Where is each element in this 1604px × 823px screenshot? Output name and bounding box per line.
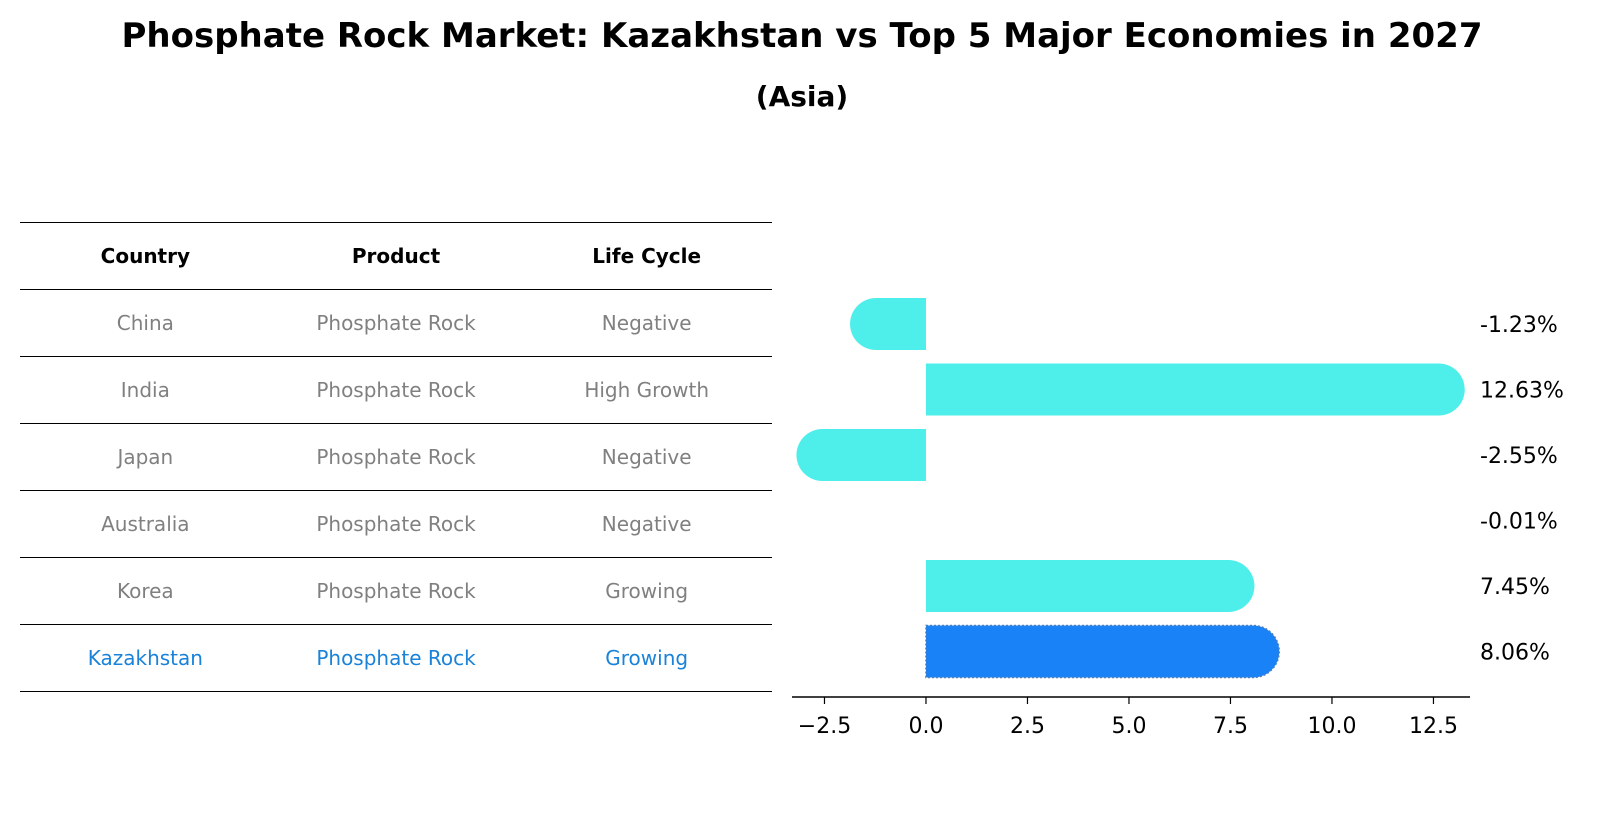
table-row: China Phosphate Rock Negative <box>20 290 772 357</box>
header-product: Product <box>351 244 441 268</box>
cell-country: Korea <box>116 579 174 603</box>
table-row: Australia Phosphate Rock Negative <box>20 491 772 558</box>
data-label: -0.01% <box>1480 510 1558 535</box>
header-life-cycle: Life Cycle <box>592 244 702 268</box>
cell-life-cycle: Growing <box>605 579 689 603</box>
table-row: Japan Phosphate Rock Negative <box>20 424 772 491</box>
bar <box>925 560 1255 612</box>
cell-country: Australia <box>101 512 190 536</box>
data-label: -1.23% <box>1480 313 1558 338</box>
cell-product: Phosphate Rock <box>316 512 476 536</box>
bar-highlight <box>925 624 1280 679</box>
cell-life-cycle: Growing <box>605 646 689 670</box>
x-tick-label: 0.0 <box>908 714 943 739</box>
cell-life-cycle: Negative <box>601 311 692 335</box>
x-tick-label: −2.5 <box>798 714 851 739</box>
chart-subtitle: (Asia) <box>755 80 849 113</box>
bar <box>925 363 1465 416</box>
data-label: 7.45% <box>1480 575 1550 600</box>
x-tick-label: 5.0 <box>1111 714 1146 739</box>
cell-product: Phosphate Rock <box>316 646 476 670</box>
cell-country: Japan <box>117 445 174 469</box>
data-label: -2.55% <box>1480 444 1558 469</box>
x-tick-label: 2.5 <box>1010 714 1045 739</box>
cell-product: Phosphate Rock <box>316 378 476 402</box>
chart-title: Phosphate Rock Market: Kazakhstan vs Top… <box>121 16 1483 56</box>
data-label: 8.06% <box>1480 641 1550 666</box>
cell-product: Phosphate Rock <box>316 579 476 603</box>
cell-product: Phosphate Rock <box>316 311 476 335</box>
x-tick-label: 12.5 <box>1409 714 1458 739</box>
table-row-highlight: Kazakhstan Phosphate Rock Growing <box>20 625 772 692</box>
cell-product: Phosphate Rock <box>316 445 476 469</box>
cell-life-cycle: Negative <box>601 445 692 469</box>
cell-country: China <box>116 311 174 335</box>
cell-country: Kazakhstan <box>87 646 203 670</box>
header-country: Country <box>100 244 191 268</box>
table-header-row: Country Product Life Cycle <box>20 222 772 290</box>
x-tick-label: 7.5 <box>1213 714 1248 739</box>
data-table: Country Product Life Cycle China Phospha… <box>20 222 772 692</box>
cell-life-cycle: High Growth <box>584 378 710 402</box>
cell-life-cycle: Negative <box>601 512 692 536</box>
cell-country: India <box>120 378 170 402</box>
table-row: Korea Phosphate Rock Growing <box>20 558 772 625</box>
bar <box>850 298 926 350</box>
table-row: India Phosphate Rock High Growth <box>20 357 772 424</box>
x-tick-label: 10.0 <box>1307 714 1356 739</box>
data-label: 12.63% <box>1480 379 1564 404</box>
bar <box>796 429 926 481</box>
